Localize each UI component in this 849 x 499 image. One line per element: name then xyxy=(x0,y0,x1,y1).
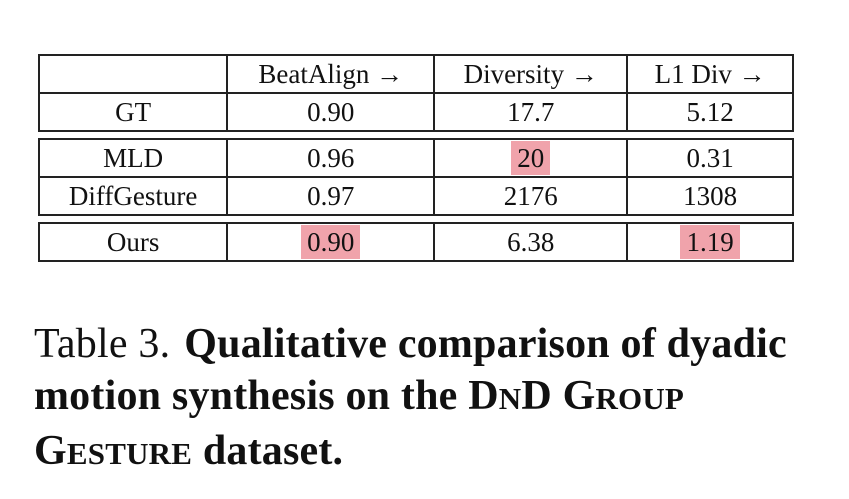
caption-label: Table 3. xyxy=(34,321,170,367)
table-row: GT 0.90 17.7 5.12 xyxy=(39,93,793,131)
results-table: BeatAlign → Diversity → L1 Div → GT 0.90… xyxy=(38,54,794,262)
table-header-method xyxy=(39,55,227,93)
row-l1div: 5.12 xyxy=(627,93,793,131)
table-header-diversity: Diversity → xyxy=(434,55,627,93)
table-header-beatalign: BeatAlign → xyxy=(227,55,434,93)
row-diversity: 2176 xyxy=(434,177,627,215)
row-diversity: 20 xyxy=(434,139,627,177)
row-beatalign: 0.96 xyxy=(227,139,434,177)
row-beatalign: 0.97 xyxy=(227,177,434,215)
group-separator xyxy=(39,131,793,139)
row-l1div: 1308 xyxy=(627,177,793,215)
best-value-highlight: 20 xyxy=(511,141,550,175)
row-beatalign: 0.90 xyxy=(227,93,434,131)
best-value-highlight: 1.19 xyxy=(680,225,739,259)
table-header-row: BeatAlign → Diversity → L1 Div → xyxy=(39,55,793,93)
table-row: Ours 0.90 6.38 1.19 xyxy=(39,223,793,261)
table-caption: Table 3. Qualitative comparison of dyadic… xyxy=(34,318,814,480)
row-method: GT xyxy=(39,93,227,131)
row-method: Ours xyxy=(39,223,227,261)
table-row: DiffGesture 0.97 2176 1308 xyxy=(39,177,793,215)
table-row: MLD 0.96 20 0.31 xyxy=(39,139,793,177)
row-diversity: 6.38 xyxy=(434,223,627,261)
row-l1div: 0.31 xyxy=(627,139,793,177)
row-method: DiffGesture xyxy=(39,177,227,215)
best-value-highlight: 0.90 xyxy=(301,225,360,259)
group-separator xyxy=(39,215,793,223)
row-diversity: 17.7 xyxy=(434,93,627,131)
table-header-l1div: L1 Div → xyxy=(627,55,793,93)
row-l1div: 1.19 xyxy=(627,223,793,261)
row-method: MLD xyxy=(39,139,227,177)
row-beatalign: 0.90 xyxy=(227,223,434,261)
